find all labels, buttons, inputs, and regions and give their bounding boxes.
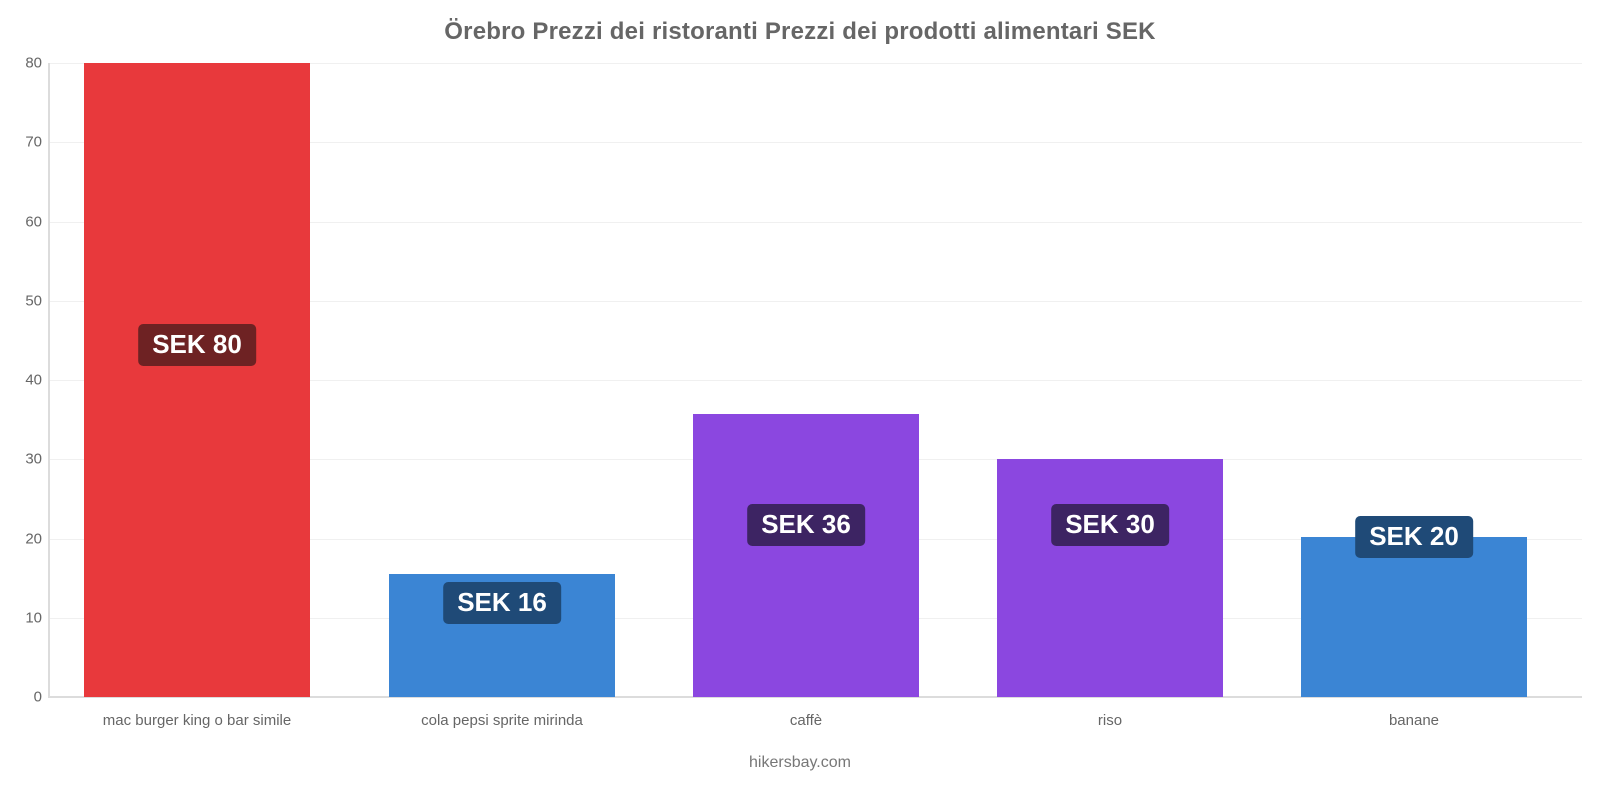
y-tick-label: 40 xyxy=(25,371,42,389)
bar-value-label: SEK 20 xyxy=(1355,516,1473,558)
x-category-label-1: cola pepsi sprite mirinda xyxy=(421,712,583,729)
y-tick-label: 10 xyxy=(25,609,42,627)
y-tick-label: 70 xyxy=(25,133,42,151)
watermark: hikersbay.com xyxy=(749,754,851,771)
bar-mac-burger-king-o-bar-simile[interactable]: SEK 80 xyxy=(84,63,310,697)
x-category-label-0: mac burger king o bar simile xyxy=(102,712,292,729)
gridline xyxy=(48,222,1582,223)
chart-title: Örebro Prezzi dei ristoranti Prezzi dei … xyxy=(444,18,1156,45)
y-tick-label: 20 xyxy=(25,530,42,548)
y-tick-label: 50 xyxy=(25,292,42,310)
y-tick-label: 30 xyxy=(25,450,42,468)
bar-caffe[interactable]: SEK 36 xyxy=(693,414,919,697)
bar-value-label: SEK 30 xyxy=(1051,504,1169,546)
bar-value-label: SEK 80 xyxy=(138,324,256,366)
bar-riso[interactable]: SEK 30 xyxy=(997,459,1223,697)
bar-cola-pepsi-sprite-mirinda[interactable]: SEK 16 xyxy=(389,574,615,697)
gridline xyxy=(48,301,1582,302)
x-axis-line xyxy=(48,696,1582,698)
gridline xyxy=(48,142,1582,143)
bar-value-label: SEK 36 xyxy=(747,504,865,546)
x-category-label-3: riso xyxy=(1097,712,1123,729)
plot-area: SEK 80 SEK 16 SEK 36 SEK 30 SEK 20 xyxy=(48,63,1582,698)
y-tick-label: 80 xyxy=(25,54,42,72)
bar-banane[interactable]: SEK 20 xyxy=(1301,516,1527,697)
y-axis-line xyxy=(48,63,50,697)
y-tick-label: 60 xyxy=(25,213,42,231)
y-tick-label: 0 xyxy=(33,688,42,706)
bar-value-label: SEK 16 xyxy=(443,582,561,624)
gridline xyxy=(48,63,1582,64)
x-category-label-4: banane xyxy=(1388,712,1440,729)
gridline xyxy=(48,380,1582,381)
x-category-label-2: caffè xyxy=(789,712,823,729)
